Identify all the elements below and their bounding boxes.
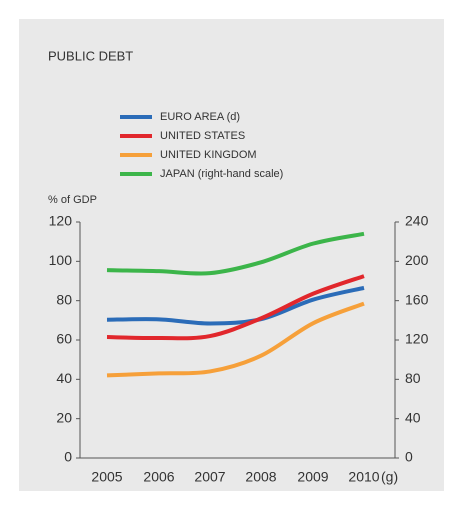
- y-tick-label: 100: [49, 252, 73, 268]
- y-tick-label: 40: [56, 370, 72, 386]
- line-series: [106, 274, 365, 341]
- panel: [19, 19, 444, 491]
- y2-tick-label: 200: [405, 252, 429, 268]
- x-tick-label: 2009: [297, 469, 328, 485]
- y2-tick-label: 160: [405, 291, 429, 307]
- y-tick-label: 20: [56, 409, 72, 425]
- y2-tick-label: 0: [405, 449, 413, 465]
- line-series: [106, 285, 365, 326]
- y-tick-label: 120: [49, 213, 73, 229]
- y-tick-label: 60: [56, 331, 72, 347]
- x-tick-label: 2010: [348, 469, 379, 485]
- legend-label: JAPAN (right-hand scale): [160, 168, 283, 180]
- y-tick-label: 0: [64, 449, 72, 465]
- x-tick-label: 2006: [143, 469, 174, 485]
- line-series: [106, 301, 365, 378]
- line-series: [106, 231, 365, 276]
- y2-tick-label: 40: [405, 409, 421, 425]
- legend-label: EURO AREA (d): [160, 111, 240, 123]
- y-tick-label: 80: [56, 291, 72, 307]
- x-note: (g): [381, 469, 398, 485]
- y2-tick-label: 80: [405, 370, 421, 386]
- legend-label: UNITED STATES: [160, 130, 245, 142]
- x-tick-label: 2007: [194, 469, 225, 485]
- y2-tick-label: 240: [405, 213, 429, 229]
- legend-label: UNITED KINGDOM: [160, 149, 257, 161]
- chart-title: PUBLIC DEBT: [48, 48, 133, 63]
- y-axis-label: % of GDP: [48, 194, 97, 206]
- x-tick-label: 2008: [245, 469, 276, 485]
- x-tick-label: 2005: [91, 469, 122, 485]
- y2-tick-label: 120: [405, 331, 429, 347]
